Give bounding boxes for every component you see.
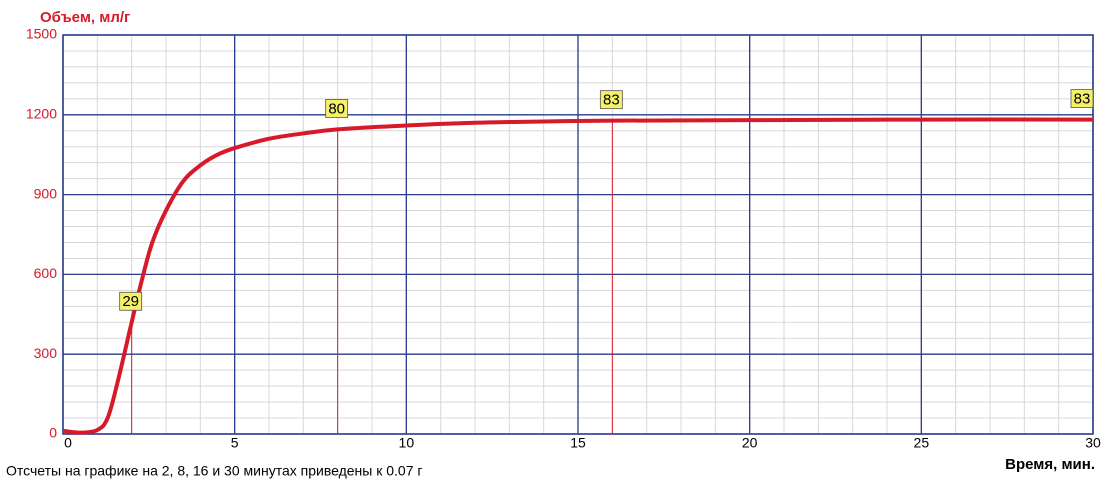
annotation-box xyxy=(325,99,349,118)
y-tick-label: 600 xyxy=(34,265,58,281)
x-axis-label: Время, мин. xyxy=(1005,456,1095,473)
x-tick-label: 30 xyxy=(1085,435,1101,451)
x-tick-label: 5 xyxy=(231,435,239,451)
y-axis-label: Объем, мл/г xyxy=(40,9,130,26)
y-tick-label: 0 xyxy=(49,425,57,441)
x-tick-label: 15 xyxy=(570,435,586,451)
annotation-label: 29 xyxy=(122,293,139,310)
annotation-label: 80 xyxy=(328,100,345,117)
curve xyxy=(62,117,1094,435)
annotation-label: 83 xyxy=(1074,91,1091,108)
footnote: Отсчеты на графике на 2, 8, 16 и 30 мину… xyxy=(6,463,422,479)
y-tick-label: 900 xyxy=(34,185,58,201)
y-tick-label: 1200 xyxy=(26,106,57,122)
x-tick-label: 0 xyxy=(64,435,72,451)
y-tick-label: 300 xyxy=(34,345,58,361)
annotation-box xyxy=(119,291,143,311)
x-tick-label: 20 xyxy=(742,435,758,451)
x-tick-label: 10 xyxy=(399,435,415,451)
plot-frame xyxy=(62,34,1094,435)
x-tick-label: 25 xyxy=(914,435,930,451)
annotation-box xyxy=(599,90,623,110)
annotation-label: 83 xyxy=(603,92,620,109)
y-tick-label: 1500 xyxy=(26,26,57,42)
annotation-box xyxy=(1070,89,1094,108)
